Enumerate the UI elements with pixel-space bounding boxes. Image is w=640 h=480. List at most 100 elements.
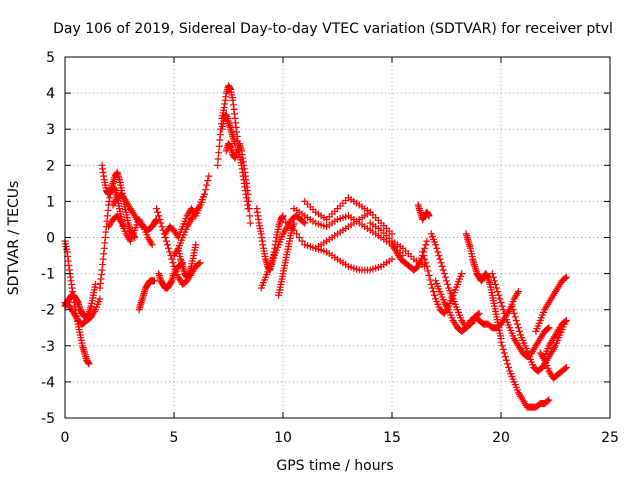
data-point: [544, 397, 552, 405]
data-point: [561, 364, 569, 372]
data-point: [295, 234, 303, 241]
data-point: [169, 259, 177, 267]
data-point: [443, 277, 450, 285]
data-point: [245, 197, 253, 205]
data-point: [429, 288, 437, 296]
y-tick-label: 2: [46, 158, 55, 174]
data-point: [421, 255, 429, 263]
data-point: [168, 255, 176, 263]
data-point: [413, 263, 421, 271]
data-point: [301, 219, 309, 227]
data-point: [500, 349, 508, 357]
data-point: [92, 280, 100, 288]
data-point: [514, 324, 522, 332]
data-point: [202, 186, 210, 194]
y-tick-label: -1: [41, 267, 55, 283]
data-point: [426, 276, 434, 284]
data-point: [438, 262, 446, 270]
data-point: [204, 177, 212, 185]
data-point: [433, 244, 441, 252]
y-tick-label: 1: [46, 194, 55, 210]
data-point: [439, 266, 447, 274]
data-point: [245, 205, 253, 213]
data-point: [504, 360, 512, 368]
data-point: [562, 363, 570, 371]
data-point: [192, 241, 200, 249]
data-point: [437, 259, 445, 267]
data-point: [423, 237, 431, 245]
data-point: [475, 309, 483, 317]
data-point: [420, 252, 428, 260]
data-point: [499, 306, 507, 314]
data-point: [215, 149, 223, 157]
data-point: [196, 259, 204, 267]
data-point: [150, 277, 158, 285]
data-point: [500, 309, 508, 317]
data-point: [203, 181, 211, 189]
data-point: [244, 190, 252, 198]
data-point: [544, 325, 552, 333]
data-point: [562, 273, 570, 281]
data-point: [435, 252, 443, 260]
data-point: [561, 317, 569, 325]
data-point: [514, 288, 522, 296]
data-point: [423, 262, 431, 270]
data-point: [425, 271, 433, 279]
data-point: [421, 244, 429, 252]
data-point: [156, 215, 164, 223]
data-point: [508, 302, 516, 310]
data-point: [427, 280, 435, 288]
y-tick-label: 3: [46, 122, 55, 138]
y-tick-label: -3: [41, 339, 55, 355]
data-point: [494, 288, 502, 296]
data-point: [154, 208, 162, 216]
data-point: [488, 270, 496, 278]
data-point: [513, 320, 521, 328]
data-point: [512, 317, 520, 325]
data-point: [419, 248, 427, 256]
y-axis-label: SDTVAR / TECUs: [6, 181, 22, 296]
data-point: [293, 230, 301, 238]
data-point: [489, 273, 497, 281]
data-point: [155, 212, 163, 220]
data-point: [490, 277, 498, 285]
y-tick-label: -5: [41, 411, 55, 427]
chart-title: Day 106 of 2019, Sidereal Day-to-day VTE…: [53, 21, 613, 37]
data-point: [366, 208, 374, 216]
data-point: [431, 291, 439, 299]
data-point: [388, 255, 396, 263]
data-point: [96, 295, 104, 303]
x-tick-label: 0: [61, 430, 70, 446]
data-point: [511, 313, 519, 321]
x-tick-label: 15: [383, 430, 401, 446]
data-point: [298, 237, 306, 245]
data-point: [444, 280, 452, 288]
x-tick-label: 25: [601, 430, 619, 446]
data-point: [215, 142, 223, 150]
data-point: [497, 298, 505, 306]
data-point: [148, 241, 156, 249]
data-point: [495, 291, 503, 299]
data-point: [214, 155, 222, 163]
x-tick-label: 5: [170, 430, 179, 446]
data-point: [201, 190, 209, 198]
data-point: [441, 273, 449, 281]
data-point: [458, 270, 466, 278]
data-point: [195, 260, 203, 268]
data-point: [388, 230, 396, 238]
data-point: [434, 248, 442, 256]
data-point: [424, 267, 432, 275]
data-point: [422, 259, 430, 267]
data-point: [214, 161, 222, 169]
data-point: [231, 140, 239, 148]
data-point: [422, 241, 430, 249]
data-point: [300, 218, 308, 226]
data-point: [561, 274, 569, 282]
y-tick-label: -4: [41, 375, 55, 391]
data-point: [497, 338, 505, 346]
data-point: [165, 244, 173, 252]
x-axis-label: GPS time / hours: [276, 458, 393, 474]
data-point: [545, 324, 553, 332]
y-tick-label: 5: [46, 50, 55, 66]
